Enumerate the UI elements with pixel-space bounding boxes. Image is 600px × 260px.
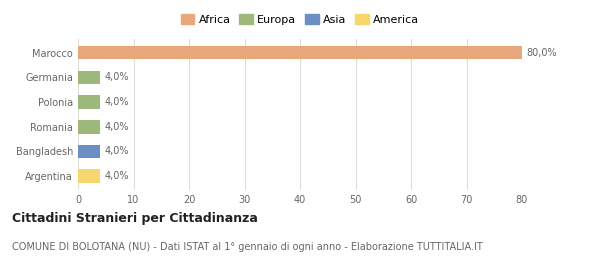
Bar xyxy=(78,145,100,158)
Text: 4,0%: 4,0% xyxy=(104,171,129,181)
Bar xyxy=(78,70,100,84)
Text: Cittadini Stranieri per Cittadinanza: Cittadini Stranieri per Cittadinanza xyxy=(12,212,258,225)
Text: 4,0%: 4,0% xyxy=(104,122,129,132)
Bar xyxy=(78,169,100,183)
Text: 80,0%: 80,0% xyxy=(526,48,557,58)
Legend: Africa, Europa, Asia, America: Africa, Europa, Asia, America xyxy=(178,11,422,28)
Bar xyxy=(78,95,100,109)
Bar xyxy=(78,46,522,60)
Text: COMUNE DI BOLOTANA (NU) - Dati ISTAT al 1° gennaio di ogni anno - Elaborazione T: COMUNE DI BOLOTANA (NU) - Dati ISTAT al … xyxy=(12,242,483,252)
Text: 4,0%: 4,0% xyxy=(104,146,129,157)
Text: 4,0%: 4,0% xyxy=(104,72,129,82)
Text: 4,0%: 4,0% xyxy=(104,97,129,107)
Bar xyxy=(78,120,100,134)
